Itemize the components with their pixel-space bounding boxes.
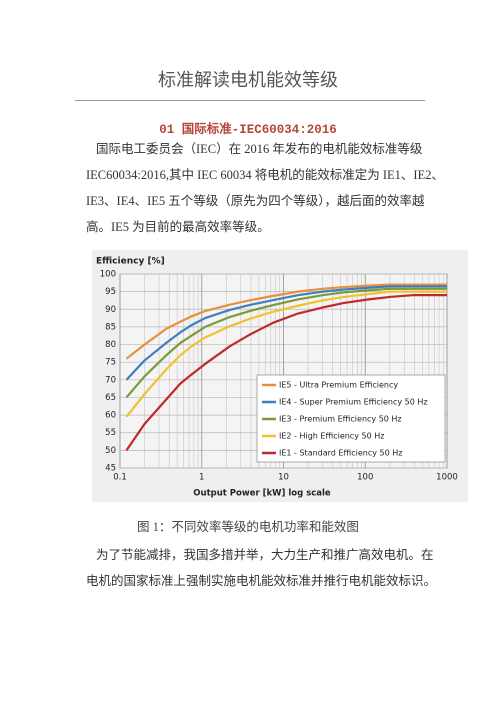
legend-label: IE4 - Super Premium Efficiency 50 Hz xyxy=(279,398,428,407)
legend-label: IE5 - Ultra Premium Efficiency xyxy=(279,381,398,390)
series-line xyxy=(125,294,447,451)
paragraph-line: 电机的国家标准上强制实施电机能效标准并推行电机能效标识。 xyxy=(86,574,437,588)
chart-title: Efficiency [%] xyxy=(96,257,165,267)
legend-box xyxy=(256,374,446,463)
x-tick-label: 1000 xyxy=(436,473,458,483)
paragraph-line: IEC60034:2016,其中 IEC 60034 将电机的能效标准定为 IE… xyxy=(86,168,444,182)
y-tick-label: 45 xyxy=(105,464,116,474)
y-tick-label: 80 xyxy=(105,340,116,350)
chart: Efficiency [%] Output Power [kW] log sca… xyxy=(92,250,468,502)
paragraph-line: 国际电工委员会（IEC）在 2016 年发布的电机能效标准等级 xyxy=(96,142,423,156)
paragraph-line: 为了节能减排，我国多措并举，大力生产和推广高效电机。在 xyxy=(96,548,434,562)
paragraph-line: IE3、IE4、IE5 五个等级（原先为四个等级），越后面的效率越 xyxy=(86,194,425,208)
section-heading: 01 国际标准-IEC60034:2016 xyxy=(159,123,337,137)
x-tick-label: 100 xyxy=(357,473,373,483)
series-line xyxy=(125,285,447,381)
legend-label: IE2 - High Efficiency 50 Hz xyxy=(279,432,384,441)
y-tick-label: 75 xyxy=(105,358,116,368)
x-tick-label: 10 xyxy=(278,473,289,483)
rule xyxy=(75,100,425,101)
y-tick-label: 70 xyxy=(105,375,116,385)
y-tick-label: 90 xyxy=(105,305,116,315)
y-tick-label: 100 xyxy=(100,270,116,280)
series-line xyxy=(125,290,447,418)
x-axis-label: Output Power [kW] log scale xyxy=(193,489,331,499)
y-tick-label: 55 xyxy=(105,428,116,438)
y-tick-label: 95 xyxy=(105,287,116,297)
x-tick-label: 1 xyxy=(199,473,204,483)
y-tick-label: 85 xyxy=(105,322,116,332)
paragraph-line: 高。IE5 为目前的最高效率等级。 xyxy=(86,220,270,234)
title: 标准解读电机能效等级 xyxy=(158,70,338,91)
series-line xyxy=(125,287,447,399)
legend-label: IE3 - Premium Efficiency 50 Hz xyxy=(279,415,402,424)
legend-label: IE1 - Standard Efficiency 50 Hz xyxy=(279,449,402,458)
y-tick-label: 65 xyxy=(105,393,116,403)
y-tick-label: 50 xyxy=(105,446,116,456)
series-line xyxy=(125,283,447,360)
y-tick-label: 60 xyxy=(105,411,116,421)
caption: 图 1：不同效率等级的电机功率和能效图 xyxy=(137,520,359,534)
x-tick-label: 0.1 xyxy=(113,473,127,483)
